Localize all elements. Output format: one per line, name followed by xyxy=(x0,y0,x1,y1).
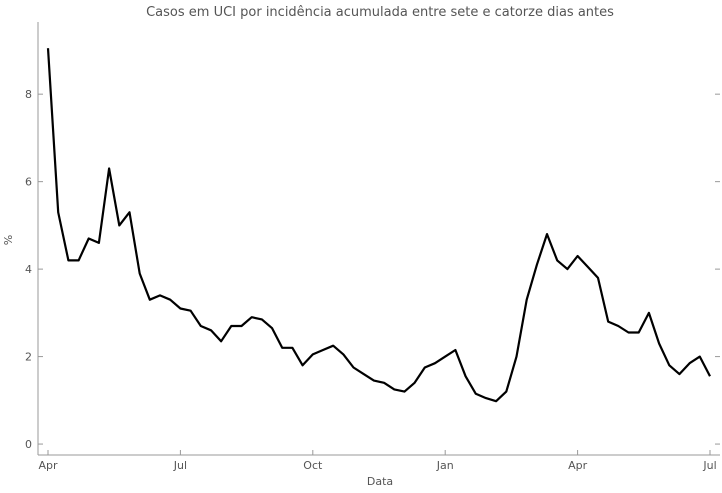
x-tick-label: Jan xyxy=(436,459,454,472)
y-axis-label: % xyxy=(2,235,15,245)
y-tick-label: 0 xyxy=(25,438,32,451)
y-tick-label: 4 xyxy=(25,263,32,276)
x-tick-label: Apr xyxy=(568,459,588,472)
x-axis-label: Data xyxy=(367,475,393,488)
x-tick-label: Jul xyxy=(173,459,187,472)
x-tick-label: Apr xyxy=(38,459,58,472)
y-tick-label: 2 xyxy=(25,351,32,364)
chart-title: Casos em UCI por incidência acumulada en… xyxy=(146,5,614,20)
y-tick-label: 8 xyxy=(25,88,32,101)
x-tick-label: Oct xyxy=(303,459,323,472)
x-tick-label: Jul xyxy=(702,459,716,472)
y-tick-label: 6 xyxy=(25,176,32,189)
data-line xyxy=(46,48,711,403)
